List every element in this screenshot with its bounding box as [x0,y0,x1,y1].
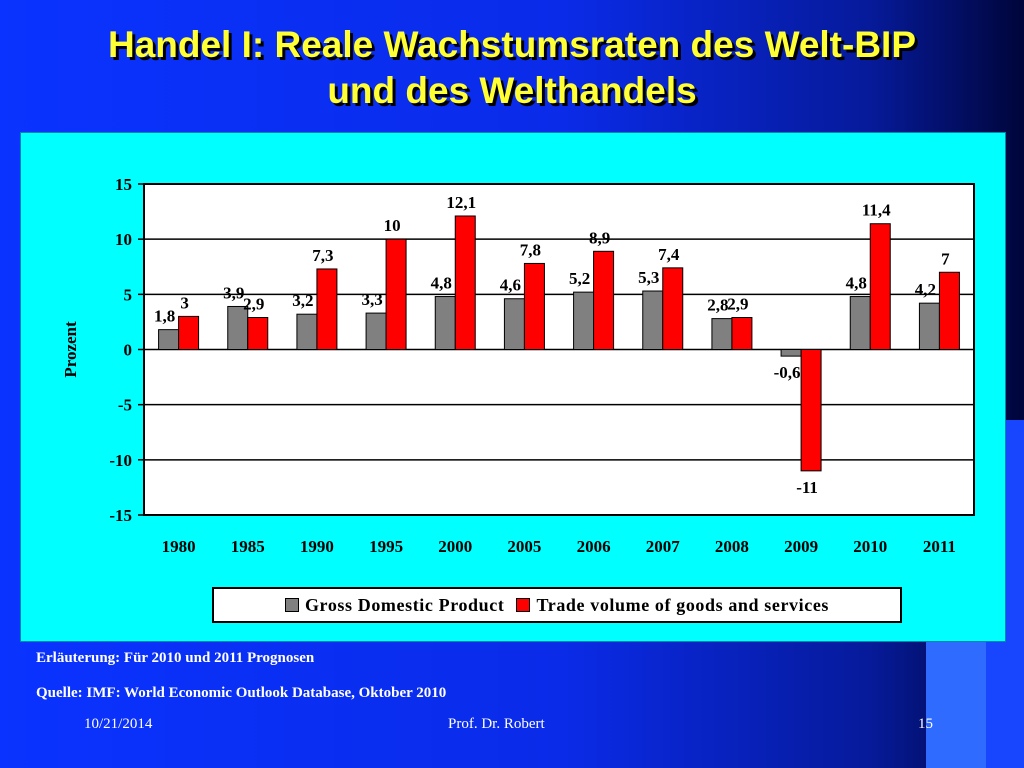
y-tick-label: -15 [109,506,132,525]
bar-gdp [573,291,595,351]
bar-trade [731,317,753,350]
bar-gdp [711,318,733,350]
data-label-gdp: 4,2 [915,280,936,299]
x-tick-label: 2010 [853,537,887,556]
bar-gdp [296,313,318,350]
bar-gdp [918,302,940,351]
y-axis-label: Prozent [61,321,80,378]
bar-trade [178,315,200,350]
bar-gdp [503,298,525,351]
slide-title-line-1: Handel I: Reale Wachstumsraten des Welt-… [107,24,917,65]
bar-gdp [849,296,871,351]
footer-author: Prof. Dr. Robert [448,716,545,732]
footer-date: 10/21/2014 [84,716,153,732]
y-tick-label: 10 [115,230,132,249]
x-tick-label: 1990 [300,537,334,556]
bar-trade [869,223,891,350]
legend-item-trade: Trade volume of goods and services [516,595,829,616]
bar-trade [247,317,269,350]
source-note: Quelle: IMF: World Economic Outlook Data… [36,685,447,701]
data-label-trade: 11,4 [862,201,891,220]
data-label-gdp: 1,8 [154,307,175,326]
y-tick-label: 0 [124,341,133,360]
data-label-gdp: -0,6 [774,363,801,382]
data-label-trade: 7,3 [312,246,333,265]
data-label-trade: 12,1 [446,193,476,212]
data-label-trade: 3 [180,293,189,312]
y-tick-label: 15 [115,175,132,194]
data-label-trade: -11 [796,478,818,497]
data-label-trade: 2,9 [727,295,748,314]
data-label-trade: 8,9 [589,228,610,247]
x-tick-label: 2007 [646,537,681,556]
bar-trade [800,349,822,472]
data-label-gdp: 4,8 [846,274,867,293]
bar-trade [662,267,684,350]
bar-trade [454,215,476,350]
legend-label-gdp: Gross Domestic Product [304,594,505,615]
bar-gdp [158,329,180,351]
legend-label-trade: Trade volume of goods and services [536,594,830,615]
bar-trade [593,250,615,350]
data-label-trade: 7,8 [520,240,541,259]
x-tick-label: 2000 [438,537,472,556]
x-tick-label: 1995 [369,537,403,556]
x-tick-label: 1985 [231,537,265,556]
bar-trade [938,271,960,350]
x-tick-label: 2006 [577,537,611,556]
data-label-gdp: 3,3 [361,290,382,309]
bar-gdp [780,349,802,357]
bar-trade [316,268,338,350]
y-tick-label: -10 [109,451,132,470]
x-tick-label: 2005 [507,537,541,556]
data-label-trade: 10 [384,216,401,235]
legend-item-gdp: Gross Domestic Product [284,594,505,616]
data-label-gdp: 5,2 [569,269,590,288]
data-label-gdp: 2,8 [707,296,728,315]
data-label-trade: 2,9 [243,295,264,314]
slide-title-line-2: und des Welthandels [327,70,697,111]
data-label-gdp: 3,2 [292,291,313,310]
bar-trade [523,262,545,350]
bar-trade [385,238,407,351]
bar-gdp [434,296,456,351]
x-tick-label: 2008 [715,537,749,556]
data-label-trade: 7 [941,249,950,268]
data-label-gdp: 5,3 [638,268,659,287]
forecast-note: Erläuterung: Für 2010 und 2011 Prognosen [36,650,315,666]
data-label-gdp: 4,6 [500,276,521,295]
y-tick-label: 5 [124,285,133,304]
x-tick-label: 2009 [784,537,818,556]
bar-gdp [642,290,664,351]
legend-swatch-gdp [284,598,299,612]
x-tick-label: 2011 [923,537,956,556]
footer-page-number: 15 [918,716,933,732]
x-tick-label: 1980 [162,537,196,556]
slide-title: Handel I: Reale Wachstumsraten des Welt-… [0,22,1024,114]
chart-legend: Gross Domestic Product Trade volume of g… [212,587,902,623]
bar-gdp [365,312,387,350]
data-label-trade: 7,4 [658,245,680,264]
legend-swatch-trade [516,598,531,612]
y-tick-label: -5 [118,396,132,415]
data-label-gdp: 4,8 [431,274,452,293]
data-label-gdp: 3,9 [223,283,244,302]
